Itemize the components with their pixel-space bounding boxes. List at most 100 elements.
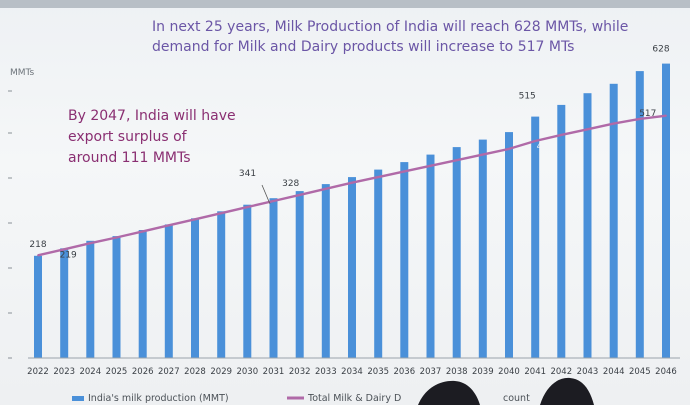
legend: India's milk production (MMT) Total Milk… [72, 393, 530, 404]
bar-2035 [374, 169, 383, 358]
x-tick-2043: 2043 [577, 367, 599, 377]
x-tick-2031: 2031 [263, 367, 285, 377]
callout-line-3: around 111 MMTs [68, 150, 191, 166]
callout-line-1: By 2047, India will have [68, 108, 236, 124]
data-label-2031: 341 [239, 169, 256, 179]
demand-point-2031 [272, 200, 275, 202]
demand-point-2029 [220, 212, 223, 215]
demand-point-2046 [665, 114, 667, 117]
x-tick-2030: 2030 [236, 367, 258, 377]
foreground-occlusion [418, 377, 594, 405]
x-tick-2037: 2037 [420, 367, 442, 377]
bar-2023 [60, 248, 69, 358]
bar-2026 [138, 230, 147, 358]
demand-point-2033 [324, 187, 327, 190]
x-tick-2032: 2032 [289, 367, 311, 377]
data-label-2023: 219 [60, 250, 77, 260]
demand-point-2042 [560, 134, 563, 136]
x-tick-2038: 2038 [446, 367, 468, 377]
x-tick-2025: 2025 [106, 367, 128, 377]
headline-line-2: demand for Milk and Dairy products will … [152, 39, 575, 55]
bar-2044 [609, 83, 618, 359]
demand-point-2038 [455, 159, 458, 162]
bar-2028 [191, 218, 199, 358]
bar-2040 [505, 132, 513, 358]
legend-swatch-production [72, 396, 84, 401]
legend-label-production: India's milk production (MMT) [88, 393, 229, 404]
demand-point-2023 [63, 248, 66, 251]
demand-line-group [37, 114, 667, 257]
chart-headline: In next 25 years, Milk Production of Ind… [152, 17, 682, 57]
x-tick-2034: 2034 [341, 367, 363, 377]
bar-2046 [662, 63, 670, 358]
x-tick-2022: 2022 [27, 367, 49, 377]
occlusion-right [540, 377, 594, 405]
bars-group [34, 63, 670, 359]
x-tick-2036: 2036 [393, 367, 415, 377]
x-tick-labels: 2022 2023 2024 2025 2026 2027 2028 2029 2030 2031… [27, 367, 677, 377]
bar-2037 [426, 154, 435, 358]
x-tick-2039: 2039 [472, 367, 494, 377]
demand-point-2032 [298, 194, 301, 196]
x-tick-2040: 2040 [498, 367, 520, 377]
y-axis-label: MMTs [10, 68, 35, 78]
demand-point-2034 [351, 181, 353, 184]
x-tick-2028: 2028 [184, 367, 206, 377]
demand-point-2045 [638, 118, 641, 120]
top-border [0, 0, 690, 8]
bar-2025 [112, 236, 121, 358]
x-tick-2042: 2042 [550, 367, 572, 377]
bar-2022 [34, 255, 42, 358]
bar-2045 [635, 71, 644, 358]
bar-2042 [557, 104, 566, 359]
demand-point-2039 [481, 153, 484, 156]
x-tick-2024: 2024 [79, 367, 101, 377]
data-label-2022: 218 [29, 240, 46, 250]
bar-2029 [217, 211, 226, 358]
demand-point-2030 [246, 206, 249, 209]
bar-2030 [243, 204, 252, 358]
bar-2031 [269, 198, 278, 358]
y-axis-dashes [8, 90, 12, 359]
demand-point-2037 [429, 164, 432, 167]
demand-point-2022 [37, 254, 39, 257]
x-tick-2041: 2041 [524, 367, 546, 377]
x-tick-2035: 2035 [367, 367, 389, 377]
callout-line-2: export surplus of [68, 129, 187, 145]
demand-point-2035 [377, 176, 380, 179]
surplus-callout: By 2047, India will have export surplus … [68, 106, 268, 169]
label-leader-line [261, 184, 271, 205]
x-tick-2023: 2023 [53, 367, 75, 377]
x-tick-2044: 2044 [603, 367, 625, 377]
demand-point-2026 [141, 230, 144, 233]
demand-point-2043 [586, 128, 589, 131]
x-tick-2046: 2046 [655, 367, 677, 377]
occlusion-left [418, 380, 480, 405]
legend-label-demand: Total Milk & Dairy D [307, 393, 401, 404]
demand-point-2041 [534, 140, 537, 142]
data-label-2046: 628 [652, 45, 669, 55]
demand-point-2028 [194, 218, 196, 221]
data-label-2041: 515 [519, 92, 536, 102]
demand-point-2040 [508, 148, 510, 150]
bar-2041 [531, 116, 540, 358]
data-label-2045: 517 [639, 109, 656, 119]
demand-point-2025 [115, 236, 118, 239]
demand-point-2024 [89, 242, 92, 245]
bar-2036 [400, 162, 409, 358]
x-tick-2045: 2045 [629, 367, 651, 377]
bar-2038 [452, 147, 461, 358]
headline-line-1: In next 25 years, Milk Production of Ind… [152, 19, 629, 35]
x-tick-2029: 2029 [210, 367, 232, 377]
legend-label-partial: count [503, 393, 530, 404]
bar-2033 [321, 184, 330, 358]
x-tick-2033: 2033 [315, 367, 337, 377]
data-label-2032: 328 [282, 179, 299, 189]
x-tick-2027: 2027 [158, 367, 180, 377]
demand-point-2044 [612, 122, 615, 125]
bar-2024 [86, 240, 95, 358]
bar-2032 [295, 191, 304, 358]
demand-point-2027 [167, 224, 170, 227]
